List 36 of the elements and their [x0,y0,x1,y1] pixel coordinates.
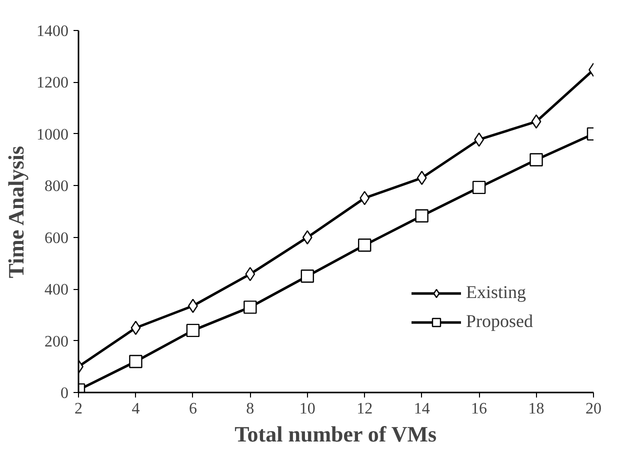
x-tick-label: 6 [188,400,197,418]
point [358,238,372,252]
x-tick-label: 4 [132,400,140,418]
y-tick-label: 200 [44,333,68,350]
point [245,266,256,282]
x-tick-label: 10 [299,400,316,418]
point [360,190,370,206]
y-axis-title: Time Analysis [4,146,28,278]
point [415,209,428,222]
x-tick-label: 12 [356,400,373,418]
point [472,180,486,194]
y-tick-label: 400 [44,282,68,299]
point [302,230,312,244]
y-tick-label: 600 [44,230,68,247]
x-tick-label: 16 [471,400,488,418]
point [186,324,200,338]
point [530,153,543,166]
y-tick-label: 0 [60,385,68,402]
point [531,114,542,129]
x-tick-label: 20 [586,400,602,418]
y-tick-label: 1200 [36,74,68,92]
legend-label: Proposed [466,311,533,332]
y-tick-label: 1400 [36,23,68,40]
x-tick-label: 2 [74,400,82,418]
point [300,270,314,283]
x-tick-label: 18 [528,400,544,418]
y-tick-label: 800 [44,178,68,196]
x-tick-label: 14 [414,400,430,418]
point [130,320,141,335]
point [416,170,427,185]
point [244,300,257,314]
legend-label: Existing [466,282,526,303]
point [129,354,142,368]
y-tick-label: 1000 [36,126,68,144]
x-axis-title: Total number of VMs [234,422,437,446]
x-tick-label: 8 [246,400,254,418]
